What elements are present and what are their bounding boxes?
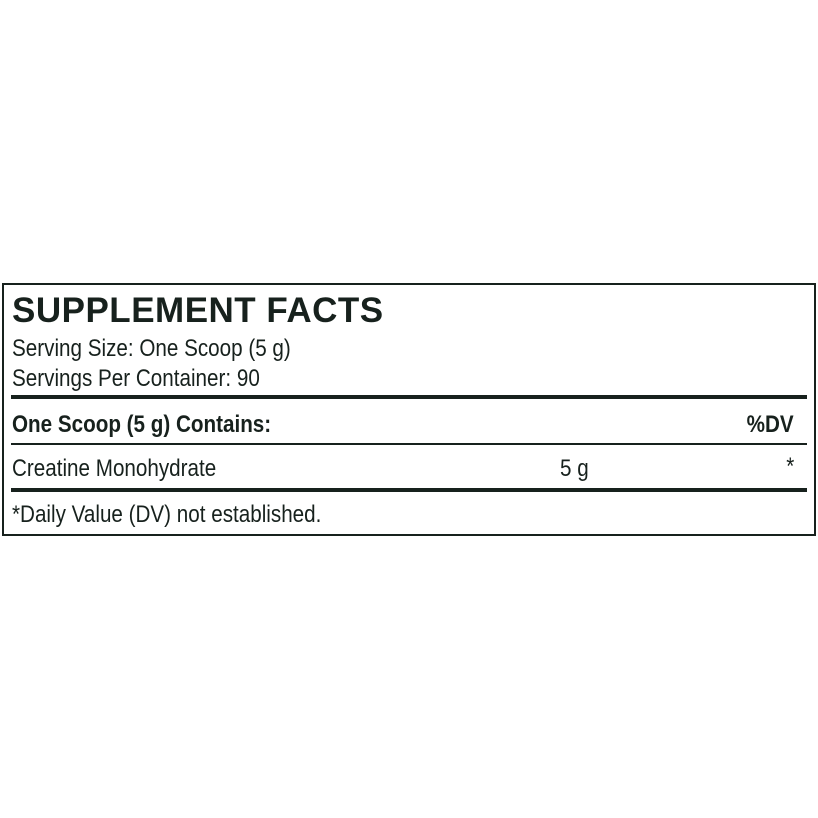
thick-divider-bottom	[11, 488, 807, 492]
dv-header: %DV	[746, 411, 794, 438]
ingredient-dv: *	[785, 453, 794, 480]
supplement-facts-panel: SUPPLEMENT FACTS Serving Size: One Scoop…	[2, 283, 816, 536]
panel-title: SUPPLEMENT FACTS	[12, 291, 384, 330]
footnote: *Daily Value (DV) not established.	[12, 501, 322, 528]
thin-divider	[11, 443, 807, 445]
serving-size: Serving Size: One Scoop (5 g)	[12, 335, 291, 362]
contains-header: One Scoop (5 g) Contains:	[12, 411, 272, 438]
ingredient-name: Creatine Monohydrate	[12, 455, 217, 482]
ingredient-amount: 5 g	[560, 455, 589, 482]
servings-per-container: Servings Per Container: 90	[12, 365, 260, 392]
thick-divider	[11, 395, 807, 399]
